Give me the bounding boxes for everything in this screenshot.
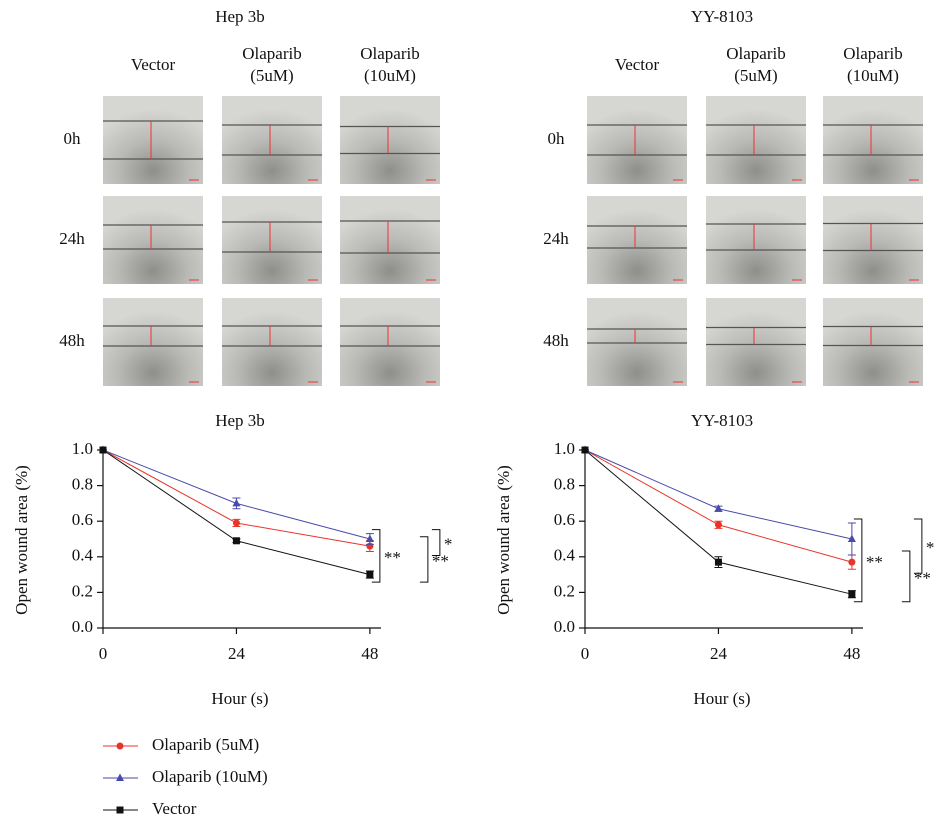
significance-label: ** bbox=[866, 552, 883, 571]
legend-marker bbox=[116, 773, 124, 781]
micrograph bbox=[340, 298, 440, 386]
y-tick-label: 0.8 bbox=[72, 475, 93, 494]
x-axis-label: Hour (s) bbox=[693, 689, 750, 708]
x-tick-label: 0 bbox=[99, 644, 108, 663]
x-axis-label: Hour (s) bbox=[211, 689, 268, 708]
significance-bracket bbox=[431, 529, 441, 556]
micrograph bbox=[103, 96, 203, 184]
y-tick-label: 1.0 bbox=[554, 439, 575, 458]
row-label: 24h bbox=[543, 229, 569, 248]
panel-title: YY-8103 bbox=[691, 7, 753, 26]
micrograph bbox=[340, 96, 440, 184]
row-label: 0h bbox=[548, 129, 566, 148]
legend-marker bbox=[116, 742, 124, 750]
marker bbox=[232, 498, 241, 507]
marker bbox=[99, 446, 107, 454]
y-tick-label: 1.0 bbox=[72, 439, 93, 458]
y-axis-label: Open wound area (%) bbox=[12, 465, 31, 615]
marker bbox=[847, 534, 856, 542]
micrograph bbox=[340, 196, 440, 284]
column-header: Olaparib (10uM) bbox=[843, 44, 903, 85]
row-label: 0h bbox=[64, 129, 82, 148]
marker bbox=[365, 534, 374, 542]
significance-label: ** bbox=[914, 568, 931, 587]
significance-label: ** bbox=[384, 548, 401, 567]
y-tick-label: 0.6 bbox=[554, 510, 575, 529]
marker bbox=[848, 558, 856, 566]
column-header: Vector bbox=[614, 55, 660, 74]
marker bbox=[232, 537, 240, 545]
column-header: Olaparib (5uM) bbox=[242, 44, 302, 85]
marker bbox=[714, 558, 722, 566]
micrograph bbox=[103, 196, 203, 284]
significance-label: * bbox=[926, 538, 935, 557]
y-tick-label: 0.0 bbox=[554, 617, 575, 636]
column-header: Vector bbox=[130, 55, 176, 74]
chart-title: Hep 3b bbox=[215, 411, 265, 430]
micrograph bbox=[823, 298, 923, 386]
legend-label: Vector bbox=[152, 799, 197, 818]
significance-bracket bbox=[853, 518, 863, 603]
legend-marker bbox=[116, 806, 124, 814]
row-label: 24h bbox=[59, 229, 85, 248]
micrograph bbox=[587, 96, 687, 184]
x-tick-label: 48 bbox=[843, 644, 860, 663]
legend-label: Olaparib (5uM) bbox=[152, 735, 259, 754]
marker bbox=[366, 571, 374, 579]
legend-label: Olaparib (10uM) bbox=[152, 767, 268, 786]
row-label: 48h bbox=[543, 331, 569, 350]
row-label: 48h bbox=[59, 331, 85, 350]
panel-title: Hep 3b bbox=[215, 7, 265, 26]
column-header: Olaparib (5uM) bbox=[726, 44, 786, 85]
micrograph bbox=[587, 298, 687, 386]
marker bbox=[714, 504, 723, 512]
micrograph bbox=[823, 196, 923, 284]
micrograph bbox=[706, 196, 806, 284]
y-tick-label: 0.0 bbox=[72, 617, 93, 636]
micrograph bbox=[706, 96, 806, 184]
significance-label: ** bbox=[432, 551, 449, 570]
marker bbox=[848, 590, 856, 598]
chart-title: YY-8103 bbox=[691, 411, 753, 430]
micrograph bbox=[222, 196, 322, 284]
series-line bbox=[102, 449, 371, 576]
micrograph bbox=[103, 298, 203, 386]
y-tick-label: 0.8 bbox=[554, 475, 575, 494]
x-tick-label: 0 bbox=[581, 644, 590, 663]
y-tick-label: 0.2 bbox=[72, 581, 93, 600]
significance-bracket bbox=[901, 550, 911, 603]
significance-bracket bbox=[371, 529, 381, 583]
marker bbox=[232, 519, 240, 527]
significance-bracket bbox=[419, 536, 429, 583]
micrograph bbox=[706, 298, 806, 386]
y-axis-label: Open wound area (%) bbox=[494, 465, 513, 615]
x-tick-label: 48 bbox=[361, 644, 378, 663]
column-header: Olaparib (10uM) bbox=[360, 44, 420, 85]
significance-label: * bbox=[444, 534, 453, 553]
x-tick-label: 24 bbox=[710, 644, 728, 663]
micrograph bbox=[222, 298, 322, 386]
micrograph bbox=[587, 196, 687, 284]
marker bbox=[714, 521, 722, 529]
y-tick-label: 0.4 bbox=[554, 546, 576, 565]
marker bbox=[581, 446, 589, 454]
y-tick-label: 0.6 bbox=[72, 510, 93, 529]
y-tick-label: 0.4 bbox=[72, 546, 94, 565]
significance-bracket bbox=[913, 518, 923, 574]
x-tick-label: 24 bbox=[228, 644, 246, 663]
y-tick-label: 0.2 bbox=[554, 581, 575, 600]
micrograph bbox=[222, 96, 322, 184]
micrograph bbox=[823, 96, 923, 184]
